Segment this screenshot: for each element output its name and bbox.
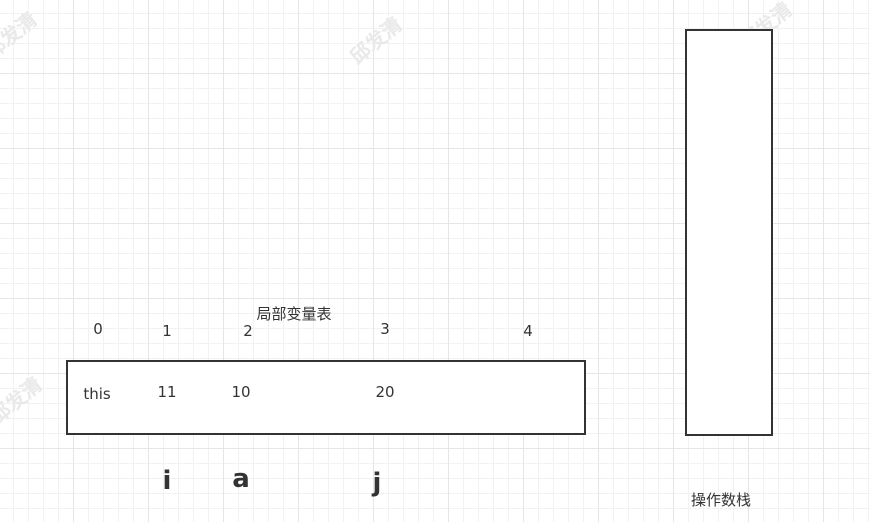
local-variable-table-box bbox=[66, 360, 586, 435]
slot-index-1: 1 bbox=[162, 322, 172, 340]
slot-value-j: 20 bbox=[375, 383, 395, 401]
operand-stack-box bbox=[685, 29, 773, 436]
slot-index-0: 0 bbox=[93, 320, 103, 338]
slot-index-4: 4 bbox=[523, 322, 533, 340]
slot-index-2: 2 bbox=[243, 322, 253, 340]
local-variable-table-title: 局部变量表 bbox=[256, 305, 332, 323]
operand-stack-title: 操作数栈 bbox=[690, 491, 752, 509]
slot-value-a: 10 bbox=[231, 383, 251, 401]
watermark-bottom-left: 邱发清 bbox=[0, 372, 47, 430]
slot-value-i: 11 bbox=[157, 383, 177, 401]
variable-name-i: i bbox=[162, 466, 172, 496]
watermark-top-left: 邱发清 bbox=[0, 7, 42, 65]
variable-name-j: j bbox=[372, 468, 382, 498]
slot-index-3: 3 bbox=[380, 320, 390, 338]
watermark-top-center: 邱发清 bbox=[345, 12, 407, 70]
slot-value-this: this bbox=[83, 385, 111, 403]
variable-name-a: a bbox=[232, 464, 250, 494]
